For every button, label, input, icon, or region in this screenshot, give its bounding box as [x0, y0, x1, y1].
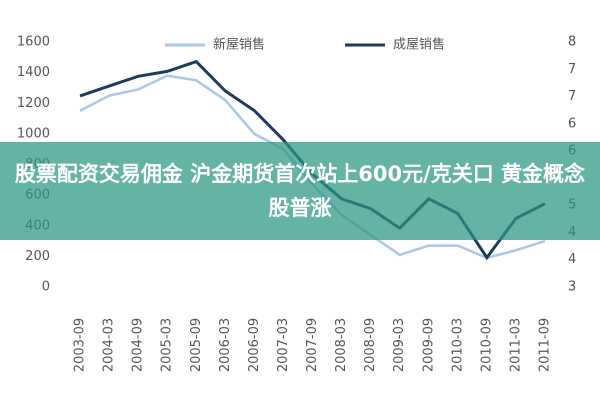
x-tick-label: 2004-03 [102, 318, 117, 372]
x-tick-label: 2010-03 [450, 318, 465, 372]
y-tick-label: 1400 [17, 65, 50, 80]
x-tick-label: 2008-03 [334, 318, 349, 372]
legend-label: 成屋销售 [393, 37, 445, 53]
y-tick-label: 0 [42, 280, 50, 295]
y2-tick-label: 3 [568, 280, 576, 295]
x-tick-label: 2007-03 [276, 318, 291, 372]
x-tick-label: 2005-03 [160, 318, 175, 372]
x-tick-label: 2011-09 [538, 318, 553, 372]
legend-label: 新屋销售 [213, 37, 265, 53]
y-tick-label: 1600 [17, 35, 50, 50]
x-tick-label: 2003-09 [73, 318, 88, 372]
y2-tick-label: 4 [568, 252, 576, 267]
x-tick-label: 2009-09 [421, 318, 436, 372]
x-tick-label: 2008-09 [363, 318, 378, 372]
x-tick-label: 2010-09 [479, 318, 494, 372]
x-tick-label: 2006-03 [218, 318, 233, 372]
x-tick-label: 2006-09 [247, 318, 262, 372]
y2-tick-label: 6 [568, 116, 576, 131]
x-tick-label: 2007-09 [305, 318, 320, 372]
y-tick-label: 1200 [17, 96, 50, 111]
x-tick-label: 2011-03 [508, 318, 523, 372]
x-tick-label: 2004-09 [131, 318, 146, 372]
overlay-title: 股票配资交易佣金 沪金期货首次站上600元/克关口 黄金概念股普涨 [0, 142, 600, 240]
y-tick-label: 200 [25, 249, 50, 264]
y-tick-label: 1000 [17, 126, 50, 141]
y2-tick-label: 7 [568, 62, 576, 77]
y2-tick-label: 8 [568, 35, 576, 50]
x-tick-label: 2009-03 [392, 318, 407, 372]
y2-tick-label: 7 [568, 89, 576, 104]
x-tick-label: 2005-09 [189, 318, 204, 372]
